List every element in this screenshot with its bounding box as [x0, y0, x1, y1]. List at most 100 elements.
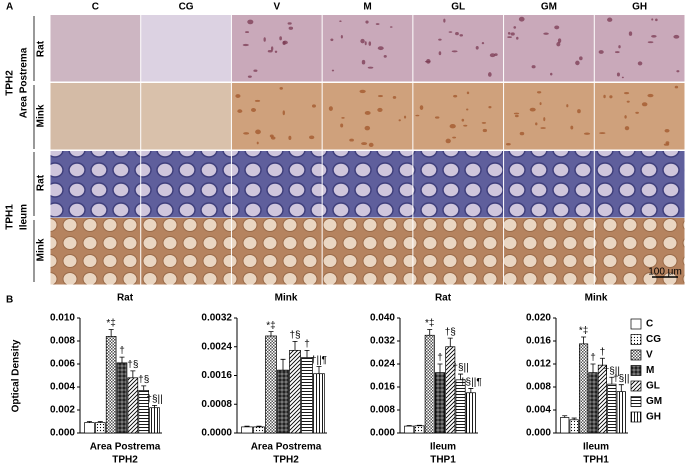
stained-cell — [403, 115, 407, 119]
error-bar — [447, 337, 453, 347]
error-bar — [86, 421, 92, 423]
error-bar — [458, 373, 464, 380]
panel-label: B — [6, 295, 13, 306]
bar — [424, 334, 435, 434]
bar — [579, 343, 589, 434]
significance-label: † — [437, 353, 443, 364]
stained-cell — [641, 102, 648, 107]
stained-cell — [449, 124, 456, 129]
stained-cell — [451, 50, 458, 53]
chart-title: Mink — [585, 293, 608, 304]
error-bar — [437, 363, 443, 373]
y-tick-label: 0.008 — [526, 382, 551, 393]
stained-cell — [676, 70, 680, 73]
stained-cell — [583, 132, 591, 135]
error-bar — [280, 358, 286, 371]
stained-cell — [365, 20, 369, 24]
error-bar — [618, 384, 624, 392]
significance-label: *‡ — [266, 320, 275, 331]
stained-cell — [647, 41, 654, 44]
stained-cell — [419, 105, 424, 110]
stained-cell — [513, 112, 520, 115]
bar — [435, 372, 445, 434]
stained-cell — [575, 60, 580, 66]
error-bar — [316, 366, 322, 374]
y-tick-label: 0.024 — [370, 359, 395, 370]
stained-cell — [253, 69, 258, 72]
error-bar — [609, 376, 615, 385]
x-axis-label: Area Postrema — [90, 442, 161, 453]
error-bar — [130, 370, 136, 378]
significance-label: †§|| — [146, 394, 162, 405]
stained-cell — [448, 31, 453, 33]
stained-cell — [263, 37, 266, 42]
micrograph — [50, 15, 141, 82]
stained-cell — [624, 115, 627, 119]
bar — [414, 425, 425, 434]
micrograph — [322, 83, 413, 150]
bar — [127, 377, 139, 434]
stained-cell — [360, 38, 365, 44]
stained-cell — [247, 75, 252, 78]
micrograph — [504, 83, 594, 150]
significance-label: † — [304, 339, 310, 350]
stained-cell — [609, 95, 613, 99]
stained-cell — [389, 26, 393, 28]
stained-cell — [364, 41, 367, 46]
stained-cell — [282, 40, 288, 45]
stained-cell — [328, 106, 333, 111]
bar — [149, 407, 160, 434]
stained-cell — [282, 110, 285, 116]
stained-cell — [494, 53, 498, 56]
error-bar — [268, 331, 274, 336]
bar — [301, 357, 313, 434]
significance-label: †§ — [127, 360, 138, 371]
stained-cell — [279, 36, 282, 41]
micrograph — [504, 218, 594, 285]
stained-cell — [651, 18, 654, 21]
x-axis-label: Ileum — [430, 442, 456, 453]
column-label: GL — [451, 2, 465, 13]
error-bar — [244, 425, 250, 427]
stained-cell — [635, 111, 639, 114]
significance-label: †§ — [289, 330, 300, 341]
stained-cell — [579, 56, 583, 61]
significance-label: †§|| — [452, 363, 468, 374]
stained-cell — [434, 116, 440, 119]
y-tick-label: 0.008 — [370, 405, 395, 416]
species-label: Mink — [36, 104, 47, 127]
significance-label: *‡ — [425, 318, 434, 329]
stained-cell — [488, 105, 492, 109]
stained-cell — [481, 122, 487, 124]
stained-cell — [254, 99, 261, 102]
y-tick-label: 0.016 — [526, 336, 551, 347]
micrograph — [231, 15, 322, 82]
stained-cell — [540, 127, 546, 129]
legend-swatch — [630, 365, 642, 376]
stained-cell — [359, 89, 366, 94]
micrograph — [231, 83, 322, 150]
y-tick-label: 0.000 — [370, 428, 395, 439]
stained-cell — [557, 38, 562, 43]
legend-label: M — [646, 365, 654, 376]
micrograph — [594, 151, 685, 218]
x-axis-label: THP1 — [430, 455, 456, 466]
y-tick-label: 0.0016 — [201, 370, 232, 381]
bar — [277, 369, 289, 434]
stained-cell — [531, 65, 536, 69]
micrograph — [231, 218, 322, 285]
legend-label: GH — [646, 412, 661, 423]
micrograph — [141, 151, 231, 218]
stained-cell — [621, 76, 624, 79]
legend-swatch — [630, 318, 642, 330]
micrograph — [594, 83, 685, 150]
stained-cell — [330, 38, 334, 42]
micrograph — [413, 218, 504, 285]
bar — [241, 426, 253, 434]
stained-cell — [377, 46, 384, 51]
micrograph — [141, 83, 231, 150]
y-tick-label: 0.040 — [370, 313, 395, 324]
stained-cell — [518, 16, 525, 22]
tissue-label: Area Postrema — [19, 47, 30, 118]
stained-cell — [466, 91, 470, 95]
